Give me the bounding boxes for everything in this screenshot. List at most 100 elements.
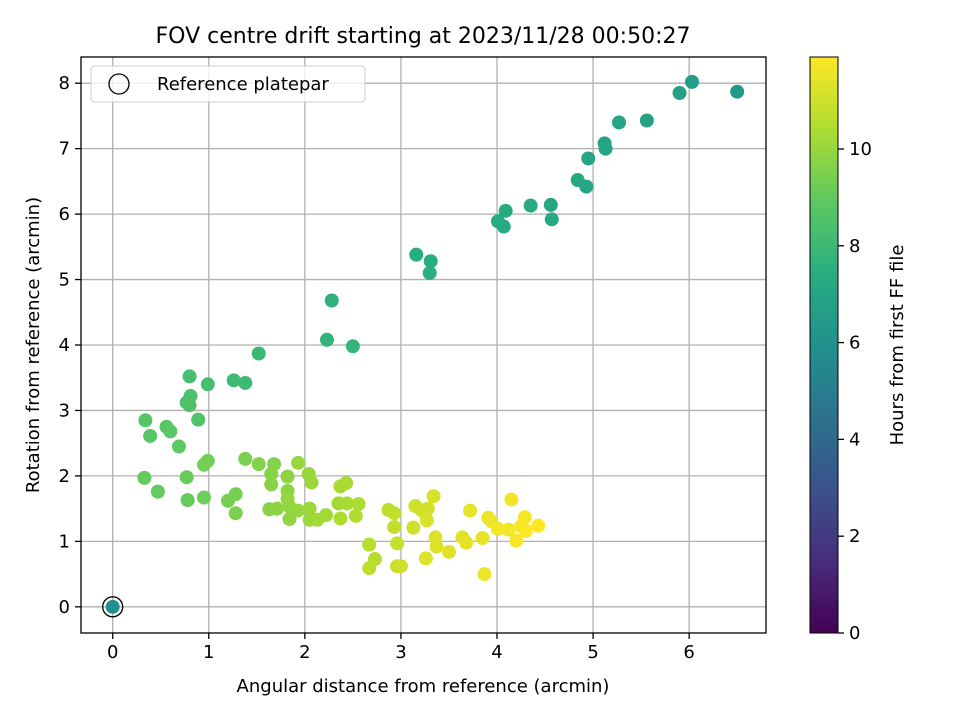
x-tick-label: 5	[587, 642, 598, 663]
data-point	[182, 369, 197, 384]
plot-area: 0 1 2 3 4 5 6 0 1 2 3 4 5 6 7 8	[59, 56, 767, 663]
data-point	[302, 501, 317, 516]
data-point	[570, 173, 585, 188]
x-tick-label: 6	[683, 642, 694, 663]
x-axis-ticks: 0 1 2 3 4 5 6	[107, 633, 695, 663]
data-point	[531, 518, 546, 533]
data-point	[196, 490, 211, 505]
data-point	[282, 512, 297, 527]
data-point	[251, 457, 266, 472]
data-point	[393, 559, 408, 574]
x-tick-label: 0	[107, 642, 118, 663]
data-point	[251, 346, 266, 361]
data-point	[180, 493, 195, 508]
x-tick-label: 2	[299, 642, 310, 663]
data-point	[390, 536, 405, 551]
data-point	[490, 521, 505, 536]
data-point	[362, 561, 377, 576]
data-point	[598, 141, 613, 156]
data-point	[362, 537, 377, 552]
data-point	[612, 115, 627, 130]
y-tick-label: 8	[59, 73, 70, 94]
data-point	[429, 539, 444, 554]
data-point	[200, 377, 215, 392]
data-point	[517, 510, 532, 525]
legend-label: Reference platepar	[157, 74, 329, 95]
data-point	[191, 412, 206, 427]
colorbar-tick-label: 10	[849, 139, 872, 160]
data-point	[509, 533, 524, 548]
colorbar-gradient	[809, 56, 839, 634]
data-point	[419, 513, 434, 528]
data-point	[339, 476, 354, 491]
data-point	[441, 544, 456, 559]
colorbar-tick-label: 8	[849, 236, 860, 257]
y-tick-label: 4	[59, 335, 70, 356]
data-point	[269, 501, 284, 516]
data-point	[523, 198, 538, 213]
x-tick-label: 1	[203, 642, 214, 663]
y-tick-label: 1	[59, 531, 70, 552]
data-point	[459, 535, 474, 550]
data-point	[518, 523, 533, 538]
data-point	[291, 503, 306, 518]
data-point	[138, 413, 153, 428]
x-tick-label: 3	[395, 642, 406, 663]
data-point	[504, 492, 519, 507]
data-point	[387, 506, 402, 521]
data-point	[348, 508, 363, 523]
data-point	[345, 339, 360, 354]
data-point	[238, 375, 253, 390]
colorbar-tick-label: 4	[849, 429, 860, 450]
data-point	[228, 487, 243, 502]
data-point	[304, 475, 319, 490]
colorbar-ticks: 0 2 4 6 8 10	[838, 139, 872, 644]
x-tick-label: 4	[491, 642, 502, 663]
gridlines	[81, 57, 766, 633]
data-point	[477, 567, 492, 582]
data-point	[264, 466, 279, 481]
data-point	[318, 508, 333, 523]
reference-platepar-marker	[102, 596, 124, 618]
data-point	[406, 520, 421, 535]
data-point	[423, 254, 438, 269]
data-point	[672, 86, 687, 100]
chart-title: FOV centre drift starting at 2023/11/28 …	[156, 24, 691, 49]
y-axis-ticks: 0 1 2 3 4 5 6 7 8	[59, 73, 81, 618]
data-point	[137, 470, 152, 485]
data-point	[685, 74, 700, 89]
data-point	[581, 151, 596, 166]
data-point	[639, 113, 654, 128]
data-point	[340, 496, 355, 511]
data-point	[422, 266, 437, 280]
data-point	[498, 203, 513, 218]
y-tick-label: 7	[59, 139, 70, 160]
colorbar-tick-label: 6	[849, 333, 860, 354]
data-point	[179, 470, 194, 485]
data-point	[163, 424, 178, 439]
data-point	[418, 551, 433, 566]
data-point	[496, 219, 511, 234]
y-tick-label: 3	[59, 400, 70, 421]
data-point	[543, 197, 558, 212]
legend-box	[90, 65, 366, 103]
data-point	[351, 497, 366, 512]
x-axis-label: Angular distance from reference (arcmin)	[237, 676, 610, 697]
legend: Reference platepar	[90, 65, 366, 103]
data-point	[409, 247, 424, 262]
y-tick-label: 0	[59, 597, 70, 618]
legend-marker	[108, 73, 130, 95]
data-point	[264, 477, 279, 492]
data-point	[324, 293, 339, 308]
data-point	[105, 599, 120, 614]
data-point	[182, 398, 197, 413]
data-point	[387, 519, 402, 534]
data-point	[730, 84, 745, 99]
data-point	[544, 212, 559, 227]
data-points	[102, 74, 745, 618]
data-point	[333, 511, 348, 526]
data-point	[463, 503, 478, 518]
y-tick-label: 6	[59, 204, 70, 225]
data-point	[228, 506, 243, 521]
